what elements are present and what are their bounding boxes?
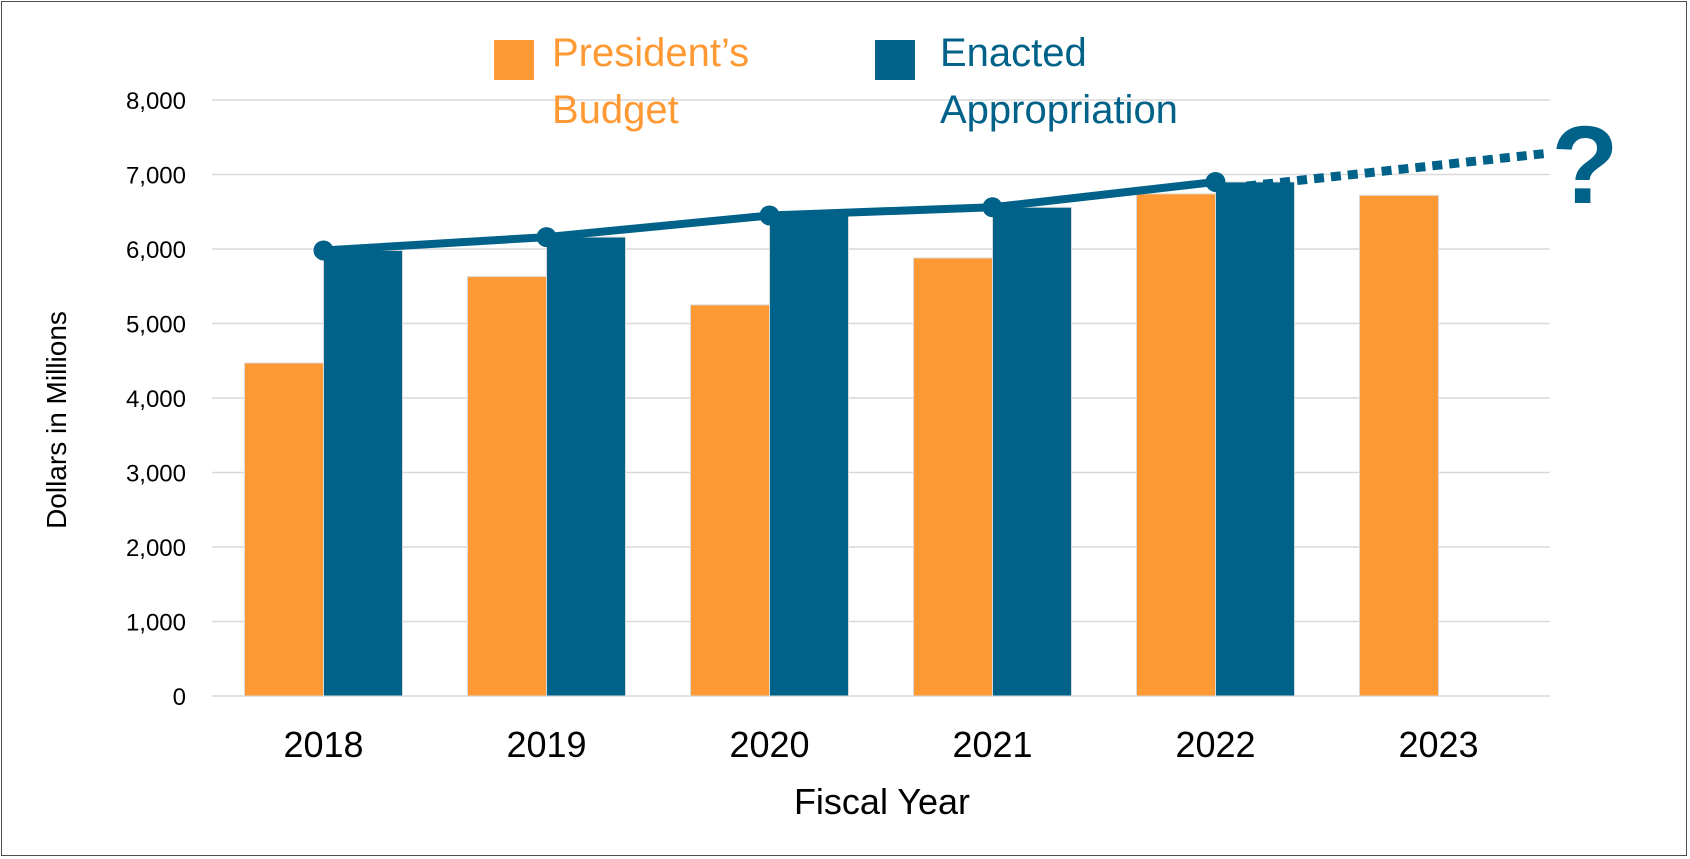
y-axis-title: Dollars in Millions	[41, 311, 72, 529]
presidents-budget-bar	[1136, 193, 1216, 697]
enacted-appropriation-bar	[992, 206, 1072, 697]
x-axis-ticks: 2018 2019 2020 2021 2022 2023	[283, 724, 1478, 765]
x-tick-label: 2021	[952, 724, 1032, 765]
trend-line-point	[1205, 171, 1226, 192]
gridlines	[212, 99, 1550, 697]
x-tick-label: 2019	[506, 724, 586, 765]
y-tick-label: 8,000	[126, 88, 186, 115]
y-tick-label: 2,000	[126, 535, 186, 562]
trend-line-point	[759, 205, 780, 226]
y-axis-ticks: 0 1,000 2,000 3,000 4,000 5,000 6,000 7,000 8,00…	[126, 88, 186, 711]
trend-line	[313, 148, 1551, 261]
x-axis-title: Fiscal Year	[794, 781, 970, 822]
x-tick-label: 2023	[1398, 724, 1478, 765]
legend: President’s Budget Enacted Appropriation	[494, 31, 1178, 132]
y-tick-label: 1,000	[126, 610, 186, 637]
presidents-budget-bar	[244, 362, 324, 697]
trend-projection-dotted-line	[1229, 148, 1551, 193]
y-tick-label: 4,000	[126, 386, 186, 413]
y-tick-label: 0	[173, 684, 186, 711]
enacted-appropriation-bar	[546, 236, 626, 697]
legend-label: Enacted	[940, 31, 1087, 75]
legend-label: President’s	[552, 31, 749, 75]
y-tick-label: 6,000	[126, 237, 186, 264]
legend-swatch-enacted-appropriation	[875, 40, 915, 80]
y-tick-label: 7,000	[126, 163, 186, 190]
presidents-budget-bar	[1359, 194, 1439, 697]
x-tick-label: 2022	[1175, 724, 1255, 765]
y-tick-label: 5,000	[126, 312, 186, 339]
presidents-budget-bar	[690, 304, 770, 697]
presidents-budget-bar	[467, 276, 547, 697]
trend-line-point	[982, 197, 1003, 218]
x-tick-label: 2018	[283, 724, 363, 765]
bars	[244, 181, 1439, 697]
y-tick-label: 3,000	[126, 461, 186, 488]
legend-label: Budget	[552, 88, 679, 132]
enacted-appropriation-bar	[323, 249, 403, 697]
enacted-appropriation-bar	[1215, 181, 1295, 697]
trend-line-point	[536, 227, 557, 248]
presidents-budget-bar	[913, 257, 993, 697]
x-tick-label: 2020	[729, 724, 809, 765]
legend-swatch-presidents-budget	[494, 40, 534, 80]
enacted-appropriation-bar	[769, 214, 849, 697]
trend-line-point	[313, 240, 334, 261]
projection-question-mark: ?	[1551, 104, 1618, 227]
legend-label: Appropriation	[940, 88, 1178, 132]
